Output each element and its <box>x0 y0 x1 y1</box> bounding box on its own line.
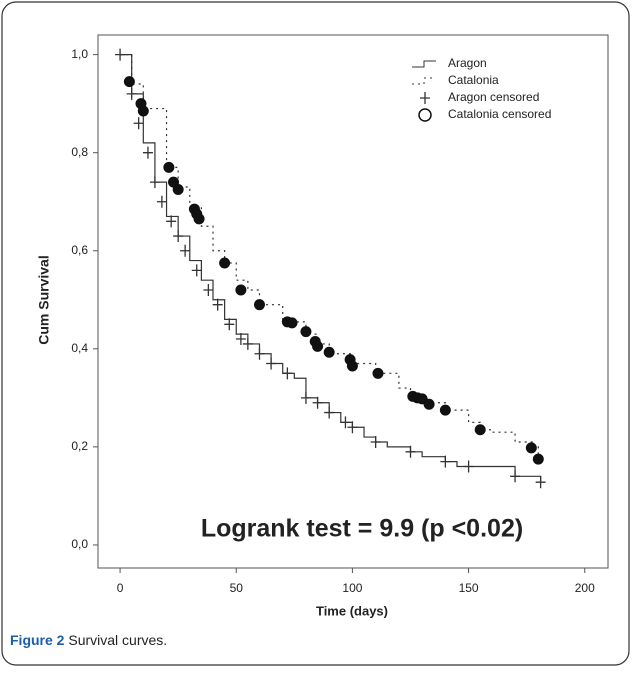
censor-circle <box>219 257 231 269</box>
censor-circle <box>253 299 265 311</box>
x-tick-label: 200 <box>575 581 595 595</box>
censor-circle <box>532 453 544 465</box>
caption: Figure 2 Survival curves. <box>10 632 167 648</box>
legend-label: Aragon censored <box>448 90 539 104</box>
censor-plus <box>266 357 277 370</box>
y-tick-label: 0,6 <box>71 243 88 257</box>
censor-plus <box>203 283 214 296</box>
plot-frame <box>97 34 609 569</box>
y-axis-label: Cum Survival <box>36 255 52 344</box>
plot: 0,0 0,2 0,4 0,6 0,8 1,0 0 50 100 150 200 <box>71 47 595 595</box>
legend-label: Aragon <box>448 56 487 70</box>
censor-plus <box>312 396 323 409</box>
x-tick-label: 150 <box>459 581 479 595</box>
censor-circle <box>286 317 298 329</box>
censor-circle <box>439 404 451 416</box>
x-tick-label: 0 <box>117 581 124 595</box>
y-tick-label: 1,0 <box>71 47 88 61</box>
censor-circle <box>235 284 247 296</box>
censor-plus <box>166 215 177 228</box>
censor-plus <box>212 298 223 311</box>
censor-plus <box>405 445 416 458</box>
censor-plus <box>149 176 160 189</box>
censor-circle <box>193 213 205 225</box>
censor-plus <box>191 264 202 277</box>
censor-circle <box>312 340 324 352</box>
censor-circle <box>323 346 335 358</box>
censor-plus <box>370 435 381 448</box>
censor-circle <box>423 398 435 410</box>
x-tick-label: 100 <box>342 581 362 595</box>
censor-plus <box>440 455 451 468</box>
censor-plus <box>300 391 311 404</box>
censor-circle <box>418 108 432 122</box>
x-axis-label: Time (days) <box>316 603 388 618</box>
censor-plus <box>463 460 474 473</box>
legend-line <box>412 77 436 85</box>
censor-plus <box>156 195 167 208</box>
censor-circle <box>346 360 358 372</box>
censor-circle <box>163 161 175 173</box>
legend-label: Catalonia censored <box>448 107 551 121</box>
y-tick-label: 0,2 <box>71 439 88 453</box>
censor-plus <box>224 318 235 331</box>
y-tick-label: 0,0 <box>71 537 88 551</box>
y-tick-label: 0,4 <box>71 341 88 355</box>
censor-plus <box>142 146 153 159</box>
censor-plus <box>254 347 265 360</box>
censor-plus <box>324 406 335 419</box>
censor-plus <box>115 48 126 61</box>
legend: Aragon Catalonia Aragon censored Catalonia … <box>412 56 551 122</box>
censor-plus <box>126 87 137 100</box>
annotation: Logrank test = 9.9 (p <0.02) <box>201 515 523 543</box>
censor-circle <box>172 183 184 195</box>
caption-label: Figure 2 <box>10 632 65 648</box>
censor-plus <box>235 333 246 346</box>
censor-plus <box>133 117 144 130</box>
censor-circle <box>525 442 537 454</box>
censor-plus <box>420 92 430 104</box>
censor-circle <box>137 105 149 117</box>
censor-circle <box>300 326 312 338</box>
censor-circle <box>123 76 135 88</box>
censor-plus <box>535 476 546 489</box>
censor-plus <box>340 416 351 429</box>
legend-line <box>412 60 436 68</box>
caption-text: Survival curves. <box>68 632 167 648</box>
censor-plus <box>282 367 293 380</box>
y-tick-label: 0,8 <box>71 145 88 159</box>
censor-circle <box>474 424 486 436</box>
x-tick-label: 50 <box>230 581 244 595</box>
censor-plus <box>510 470 521 483</box>
censor-plus <box>347 421 358 434</box>
censor-circle <box>372 367 384 379</box>
censor-plus <box>173 230 184 243</box>
censor-plus <box>242 337 253 350</box>
legend-label: Catalonia <box>448 73 499 87</box>
censor-plus <box>180 244 191 257</box>
